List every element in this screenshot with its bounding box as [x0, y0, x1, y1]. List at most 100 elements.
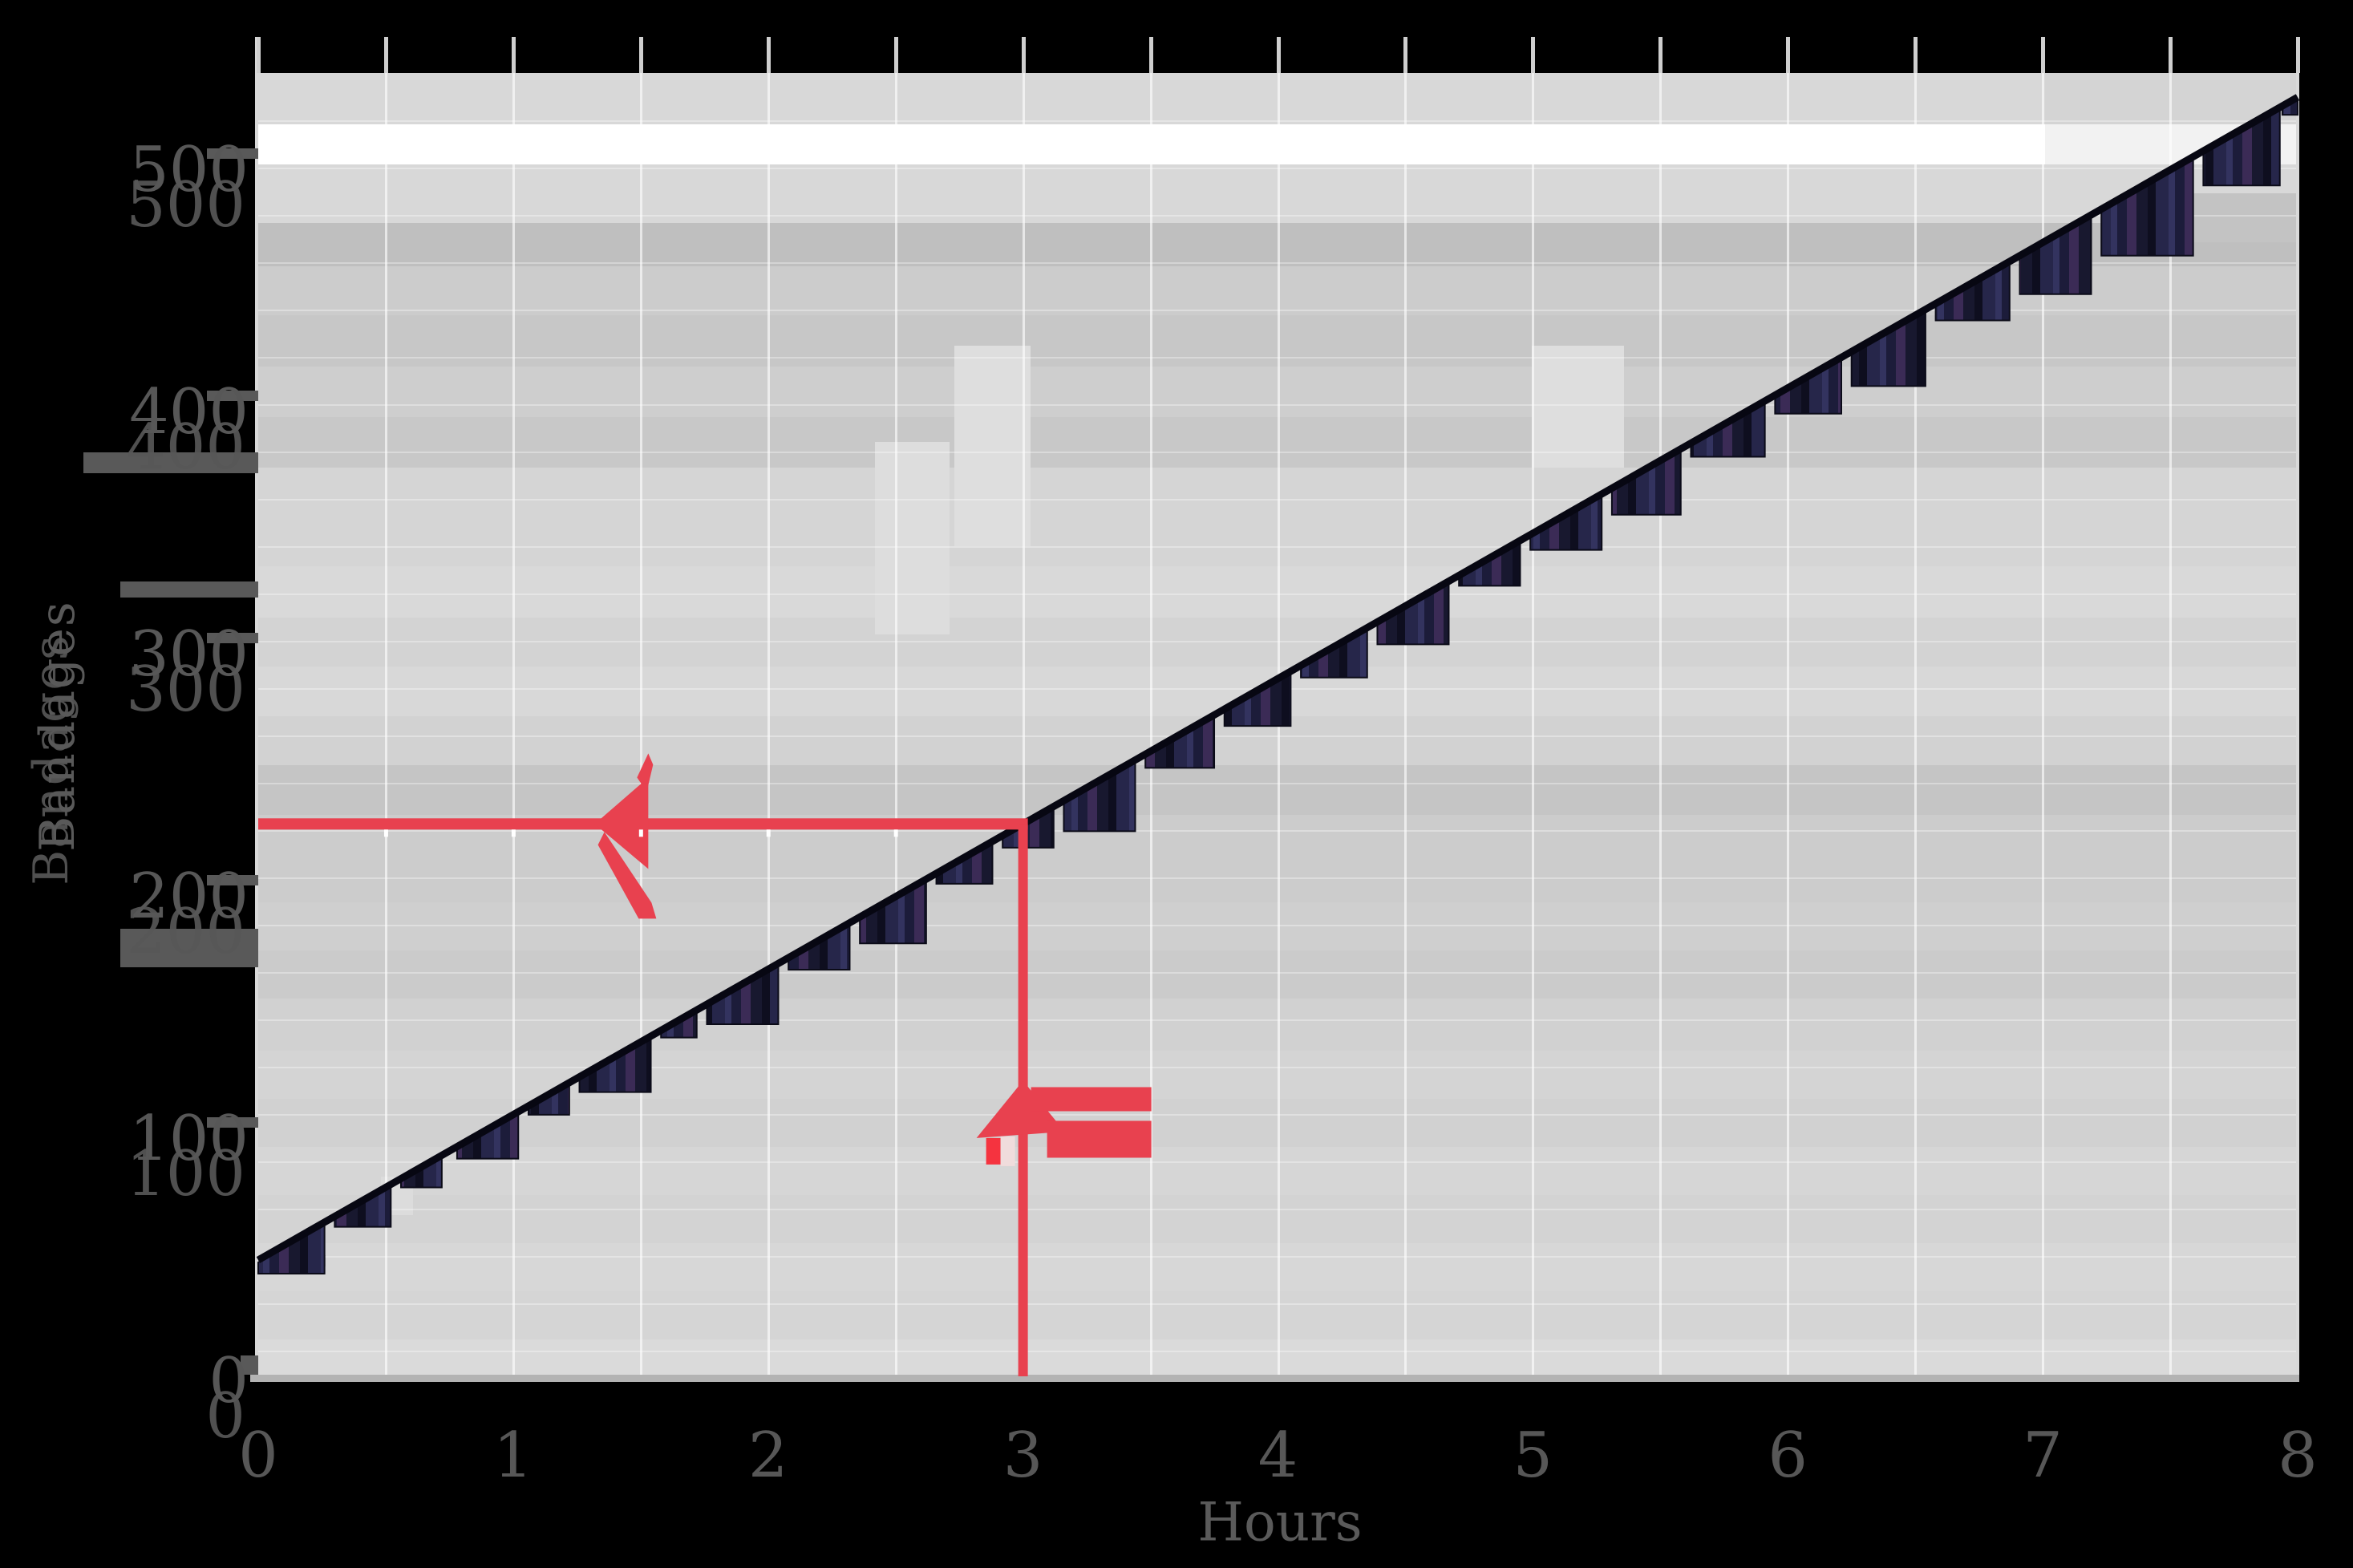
bg-patch	[875, 442, 950, 634]
red-guide-part	[1031, 1087, 1152, 1112]
top-tick	[766, 37, 771, 73]
h-gridline	[258, 641, 2298, 642]
v-gridline	[2042, 73, 2045, 1381]
v-gridline	[1659, 73, 1662, 1381]
glitch-smear	[207, 875, 258, 885]
top-tick	[257, 37, 261, 73]
top-tick	[1658, 37, 1663, 73]
top-tick	[511, 37, 516, 73]
y-tick-100-ghost: 100	[126, 1137, 245, 1210]
glitch-smear	[207, 633, 258, 643]
bar-cluster	[578, 1037, 652, 1093]
h-gridline	[258, 1209, 2298, 1210]
h-gridline	[258, 972, 2298, 974]
v-gridline	[2169, 73, 2173, 1381]
top-tick	[1021, 37, 1026, 73]
h-gridline	[258, 215, 2298, 217]
h-gridline	[258, 357, 2298, 359]
h-gridline	[258, 1161, 2298, 1163]
top-tick	[893, 37, 898, 73]
bar-cluster	[1529, 495, 1603, 551]
h-gridline	[258, 262, 2298, 264]
bar-cluster	[1934, 262, 2011, 322]
v-gridline	[1277, 73, 1280, 1381]
h-gridline	[258, 452, 2298, 453]
top-tick	[1914, 37, 1918, 73]
y-tick-500-ghost: 500	[126, 168, 245, 241]
h-gridline	[258, 404, 2298, 406]
h-gridline	[258, 925, 2298, 926]
h-gridline	[258, 1351, 2298, 1352]
h-gridline	[258, 1256, 2298, 1258]
h-gridline	[258, 310, 2298, 311]
red-guide-part	[986, 1137, 1001, 1165]
y-tick-0-ghost: 0	[205, 1380, 245, 1453]
glitch-smear	[207, 1117, 258, 1128]
red-guide-part	[597, 832, 657, 919]
v-gridline	[1914, 73, 1918, 1381]
red-guide-part	[638, 829, 643, 837]
red-guide-part	[637, 753, 654, 792]
v-gridline	[1149, 73, 1152, 1381]
h-gridline	[258, 877, 2298, 879]
y-tick-500: 500	[129, 133, 249, 206]
top-tick	[2169, 37, 2173, 73]
v-gridline	[512, 73, 515, 1381]
data-line	[256, 94, 2300, 1263]
x-tick-1: 1	[493, 1420, 533, 1492]
y-axis-spine	[255, 37, 258, 1381]
top-tick	[1403, 37, 1408, 73]
y-tick-300-ghost: 300	[126, 653, 245, 726]
top-tick	[1786, 37, 1791, 73]
v-gridline	[1532, 73, 1535, 1381]
v-gridline	[639, 73, 642, 1381]
top-tick	[638, 37, 643, 73]
y-tick-200-ghost: 200	[126, 895, 245, 968]
top-tick	[1276, 37, 1281, 73]
x-tick-0: 0	[238, 1420, 278, 1492]
x-tick-4: 4	[1257, 1420, 1298, 1492]
h-gridline	[258, 783, 2298, 784]
h-gridline	[258, 499, 2298, 500]
red-guide-part	[594, 777, 649, 869]
glitch-smear	[241, 1355, 258, 1375]
top-tick	[2041, 37, 2046, 73]
bar-cluster	[2019, 216, 2092, 295]
glitch-smear	[120, 581, 258, 598]
v-gridline	[767, 73, 770, 1381]
red-guide-part	[1047, 1120, 1152, 1158]
red-guide-part	[511, 829, 516, 837]
top-tick	[2296, 37, 2300, 73]
h-gridline	[258, 830, 2298, 832]
x-tick-6: 6	[1768, 1420, 1808, 1492]
red-guide-annotation	[258, 753, 1152, 1376]
v-gridline	[1022, 73, 1025, 1381]
x-tick-7: 7	[2023, 1420, 2063, 1492]
bg-patch	[954, 346, 1031, 546]
h-gridline	[258, 1114, 2298, 1116]
y-axis-title-ghost: Bandages	[23, 634, 79, 885]
x-tick-2: 2	[747, 1420, 788, 1492]
v-gridline	[384, 73, 387, 1381]
top-tick	[383, 37, 388, 73]
red-guide-part	[1000, 1136, 1015, 1166]
y-tick-400-ghost: 400	[126, 411, 245, 484]
top-tick	[1531, 37, 1536, 73]
h-gridline	[258, 120, 2298, 122]
y-tick-0: 0	[209, 1345, 249, 1417]
h-gridline	[258, 1067, 2298, 1068]
v-gridline	[1787, 73, 1790, 1381]
y-tick-200: 200	[129, 860, 249, 933]
red-guide-part	[893, 829, 898, 837]
x-axis-spine	[250, 1375, 2299, 1382]
glitch-smear	[207, 148, 258, 159]
x-axis-title: Hours	[1197, 1491, 1363, 1554]
red-guide-part	[383, 829, 388, 837]
red-guide-part	[976, 1080, 1065, 1138]
x-tick-3: 3	[1002, 1420, 1043, 1492]
glitch-smear	[207, 391, 258, 401]
y-tick-100: 100	[129, 1102, 249, 1175]
h-gridline	[258, 735, 2298, 737]
